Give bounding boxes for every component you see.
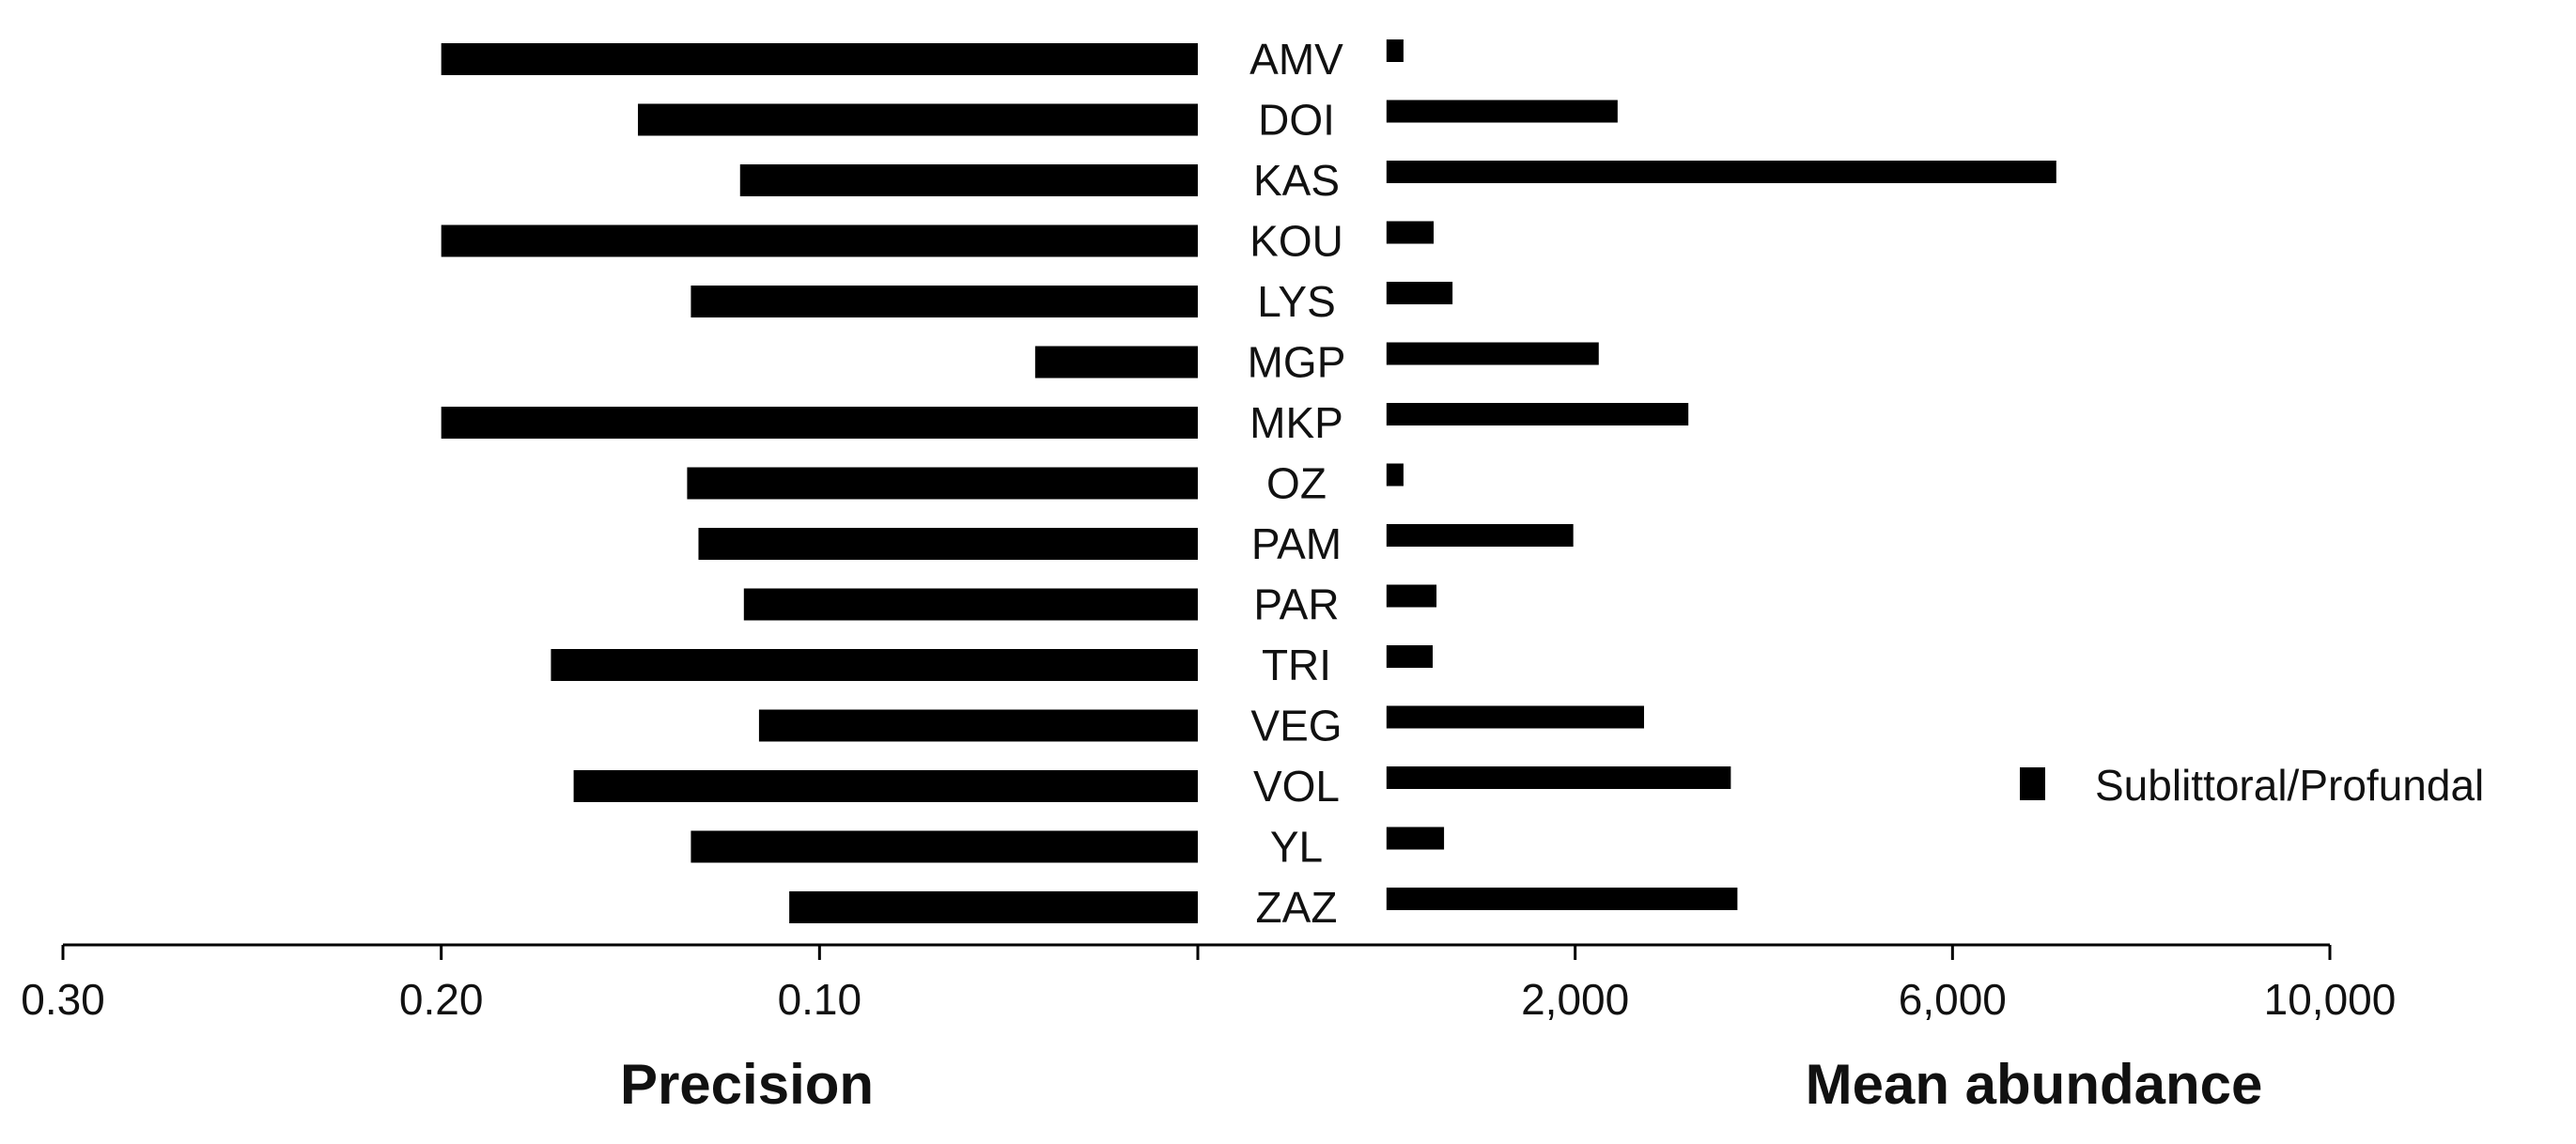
precision-bar [739, 164, 1198, 196]
abundance-bar [1386, 888, 1738, 910]
category-label: PAR [1253, 580, 1339, 629]
left-tick-label: 0.20 [399, 975, 484, 1024]
abundance-bar [1386, 827, 1445, 850]
precision-bars [441, 43, 1199, 923]
legend-label: Sublittoral/Profundal [2095, 761, 2484, 810]
right-axis-title: Mean abundance [1806, 1053, 2263, 1116]
abundance-bar [1386, 403, 1689, 425]
precision-bar [441, 407, 1199, 439]
right-tick-label: 2,000 [1521, 975, 1629, 1024]
abundance-bar [1386, 584, 1437, 608]
category-label: MGP [1248, 338, 1346, 387]
category-label: DOI [1258, 96, 1335, 145]
left-tick-label: 0.30 [21, 975, 105, 1024]
abundance-bar [1386, 39, 1404, 62]
precision-bar [691, 286, 1198, 317]
abundance-bar [1386, 100, 1618, 123]
precision-bar [573, 770, 1198, 802]
category-label: MKP [1249, 398, 1343, 447]
precision-bar [687, 467, 1198, 500]
category-label: YL [1270, 823, 1323, 872]
abundance-bar [1386, 221, 1435, 244]
abundance-bar [1386, 463, 1404, 487]
abundance-bar [1386, 161, 2056, 183]
abundance-bar [1386, 342, 1599, 365]
precision-bar [743, 588, 1198, 621]
left-tick-label: 0.10 [778, 975, 862, 1024]
x-axis: 0.30 0.20 0.10 2,000 6,000 10,000 [21, 943, 2397, 1024]
abundance-bar [1386, 282, 1453, 304]
precision-bar [1034, 346, 1198, 379]
precision-bar [698, 528, 1198, 560]
precision-bar [441, 43, 1199, 75]
precision-bar [789, 891, 1198, 923]
category-label: VEG [1250, 702, 1342, 750]
category-label: PAM [1251, 519, 1342, 568]
precision-bar [441, 224, 1199, 257]
abundance-bar [1386, 705, 1644, 729]
precision-bar [638, 103, 1198, 136]
category-label: ZAZ [1256, 883, 1338, 932]
category-label: VOL [1253, 762, 1340, 811]
category-label: OZ [1266, 459, 1327, 508]
abundance-bar [1386, 766, 1731, 789]
category-labels: AMV DOI KAS KOU LYS MGP MKP OZ PAM PAR TRI VEG VOL YL… [1248, 35, 1346, 932]
category-label: TRI [1262, 641, 1331, 689]
right-tick-label: 6,000 [1899, 975, 2007, 1024]
precision-bar [758, 709, 1198, 742]
category-label: KOU [1249, 217, 1343, 266]
category-label: LYS [1257, 277, 1336, 326]
precision-bar [551, 649, 1198, 681]
precision-bar [691, 830, 1198, 863]
abundance-bars [1386, 39, 2056, 910]
left-axis-title: Precision [620, 1053, 874, 1116]
category-label: AMV [1249, 35, 1343, 84]
right-tick-label: 10,000 [2264, 975, 2397, 1024]
legend-swatch [2020, 767, 2045, 800]
abundance-bar [1386, 524, 1574, 547]
legend: Sublittoral/Profundal [2020, 761, 2484, 810]
category-label: KAS [1253, 156, 1340, 205]
abundance-bar [1386, 645, 1434, 668]
